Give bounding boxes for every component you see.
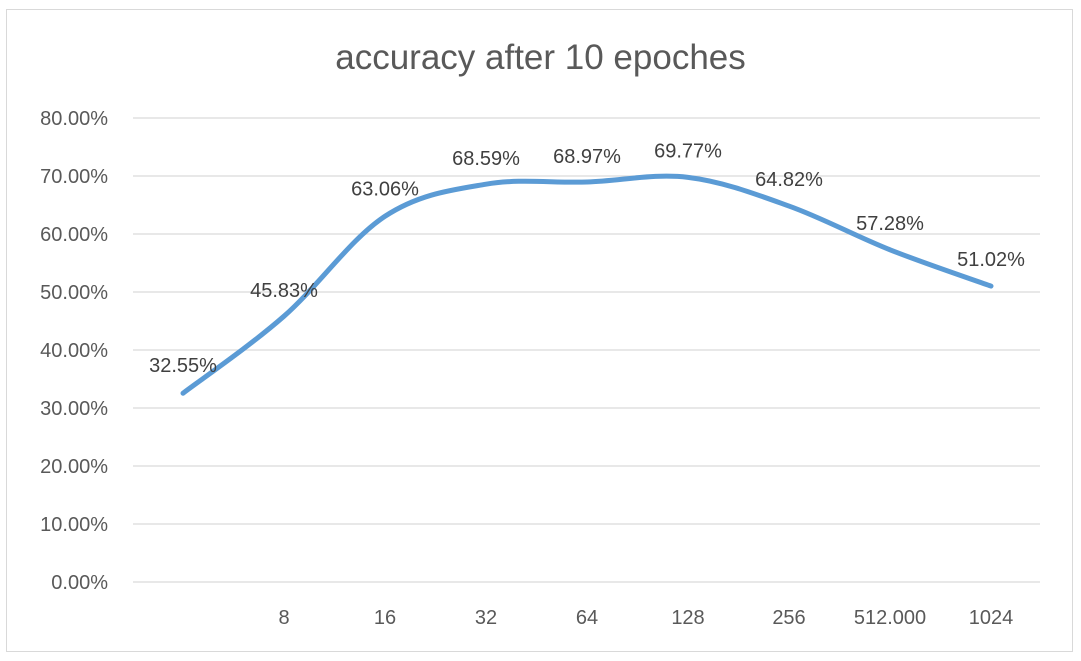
data-label: 64.82%	[755, 169, 823, 191]
data-label: 68.97%	[553, 146, 621, 168]
series-layer	[180, 173, 994, 396]
x-tick-label: 512.000	[854, 607, 926, 629]
data-label: 68.59%	[452, 148, 520, 170]
x-tick-label: 32	[475, 607, 497, 629]
x-tick-label: 128	[671, 607, 704, 629]
x-axis-ticks: 8 16 32 64 128 256 512.000 1024	[278, 607, 1013, 629]
y-tick-label: 50.00%	[40, 282, 108, 304]
y-tick-label: 70.00%	[40, 166, 108, 188]
data-label: 45.83%	[250, 280, 318, 302]
y-tick-label: 10.00%	[40, 514, 108, 536]
y-tick-label: 0.00%	[51, 572, 108, 594]
x-tick-label: 64	[576, 607, 598, 629]
gridlines	[133, 117, 1040, 583]
series-line	[180, 173, 994, 396]
y-tick-label: 60.00%	[40, 224, 108, 246]
y-tick-label: 30.00%	[40, 398, 108, 420]
data-label: 57.28%	[856, 213, 924, 235]
y-axis-ticks: 0.00% 10.00% 20.00% 30.00% 40.00% 50.00% 60.00…	[40, 108, 108, 594]
data-label: 63.06%	[351, 178, 419, 200]
y-tick-label: 20.00%	[40, 456, 108, 478]
y-tick-label: 80.00%	[40, 108, 108, 130]
x-tick-label: 1024	[969, 607, 1014, 629]
y-tick-label: 40.00%	[40, 340, 108, 362]
x-tick-label: 8	[278, 607, 289, 629]
data-label: 32.55%	[149, 355, 217, 377]
data-labels: 32.55% 45.83% 63.06% 68.59% 68.97% 69.77% 64.8…	[149, 140, 1025, 377]
chart-frame	[6, 9, 1073, 652]
chart-title: accuracy after 10 epoches	[335, 38, 746, 77]
data-label: 51.02%	[957, 249, 1025, 271]
data-label: 69.77%	[654, 140, 722, 162]
x-tick-label: 16	[374, 607, 396, 629]
x-tick-label: 256	[772, 607, 805, 629]
